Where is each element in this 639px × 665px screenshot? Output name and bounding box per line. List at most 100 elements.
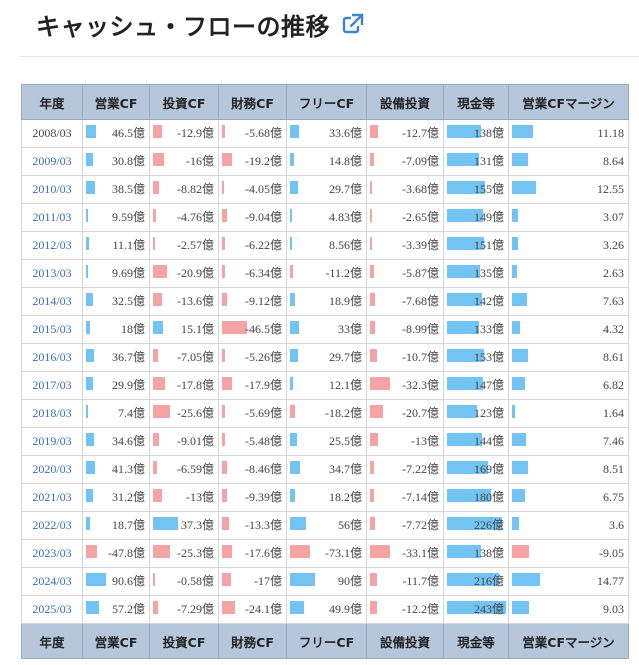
cell-cash: 147億 xyxy=(443,371,509,400)
cell-value: 133億 xyxy=(473,322,504,336)
cell-value: 34.7億 xyxy=(328,462,362,476)
cell-value: 33.6億 xyxy=(328,126,362,140)
cell-investing-cf: -7.05億 xyxy=(149,343,219,372)
table-row: 2021/03 31.2億 -13億 -9.39億 18.2億 -7.14億 180億 6.7… xyxy=(21,483,629,512)
cell-value: -2.57億 xyxy=(177,238,214,252)
cell-cash: 155億 xyxy=(443,175,509,204)
cell-investing-cf: 37.3億 xyxy=(149,511,219,540)
cell-free-cf: 14.8億 xyxy=(286,147,367,176)
cell-operating-cf: 36.7億 xyxy=(82,343,150,372)
footer-cash: 現金等 xyxy=(443,623,509,659)
cell-capex: -13億 xyxy=(366,427,444,456)
cell-year[interactable]: 2011/03 xyxy=(21,203,83,232)
cell-value: -6.59億 xyxy=(177,462,214,476)
cell-cash: 243億 xyxy=(443,595,509,624)
cell-year[interactable]: 2010/03 xyxy=(21,175,83,204)
value-bar xyxy=(370,601,378,614)
cell-financing-cf: -17億 xyxy=(218,567,287,596)
cell-year[interactable]: 2022/03 xyxy=(21,511,83,540)
cell-value: -25.3億 xyxy=(177,546,214,560)
cell-free-cf: 49.9億 xyxy=(286,595,367,624)
value-bar xyxy=(222,209,227,222)
cell-value: 180億 xyxy=(473,490,504,504)
value-bar xyxy=(447,125,481,138)
cell-value: -8.46億 xyxy=(245,462,282,476)
value-bar xyxy=(290,545,311,558)
cell-capex: -11.7億 xyxy=(366,567,444,596)
value-bar xyxy=(153,349,158,362)
value-bar xyxy=(290,321,300,334)
value-bar xyxy=(370,377,390,390)
value-bar xyxy=(153,125,162,138)
cell-value: 138億 xyxy=(473,546,504,560)
cell-value: -7.09億 xyxy=(402,154,439,168)
cell-investing-cf: -7.29億 xyxy=(149,595,219,624)
cell-value: 12.1億 xyxy=(328,378,362,392)
cell-operating-cf: 57.2億 xyxy=(82,595,150,624)
cell-year[interactable]: 2012/03 xyxy=(21,231,83,260)
cell-cash: 180億 xyxy=(443,483,509,512)
cell-value: 18億 xyxy=(120,322,145,336)
cell-value: -9.04億 xyxy=(245,210,282,224)
header-year: 年度 xyxy=(21,84,83,120)
value-bar xyxy=(86,293,94,306)
cell-financing-cf: -4.05億 xyxy=(218,175,287,204)
cell-operating-cf: 18.7億 xyxy=(82,511,150,540)
value-bar xyxy=(370,125,378,138)
value-bar xyxy=(222,265,226,278)
value-bar xyxy=(512,321,521,334)
cell-value: 155億 xyxy=(473,182,504,196)
cell-value: 2.63 xyxy=(603,266,624,280)
cell-year[interactable]: 2023/03 xyxy=(21,539,83,568)
cell-year[interactable]: 2014/03 xyxy=(21,287,83,316)
external-link-icon[interactable] xyxy=(342,13,364,35)
cell-year[interactable]: 2017/03 xyxy=(21,371,83,400)
value-bar xyxy=(222,461,227,474)
value-bar xyxy=(222,517,230,530)
cell-value: -6.22億 xyxy=(245,238,282,252)
value-bar xyxy=(290,265,294,278)
cell-value: -7.14億 xyxy=(402,490,439,504)
value-bar xyxy=(447,517,502,530)
footer-year: 年度 xyxy=(21,623,83,659)
cell-year[interactable]: 2013/03 xyxy=(21,259,83,288)
cell-investing-cf: -6.59億 xyxy=(149,455,219,484)
value-bar xyxy=(222,545,232,558)
table-body: 2008/03 46.5億 -12.9億 -5.68億 33.6億 -12.7億 138億 1… xyxy=(21,119,629,624)
cell-value: -5.69億 xyxy=(245,406,282,420)
table-header: 年度 営業CF 投資CF 財務CF フリーCF 設備投資 現金等 営業CFマージン xyxy=(21,84,629,120)
value-bar xyxy=(86,181,95,194)
value-bar xyxy=(447,181,485,194)
cell-year[interactable]: 2018/03 xyxy=(21,399,83,428)
value-bar xyxy=(370,405,383,418)
cell-investing-cf: -0.58億 xyxy=(149,567,219,596)
cell-operating-cf-margin: 7.63 xyxy=(508,287,629,316)
cell-operating-cf-margin: 3.26 xyxy=(508,231,629,260)
cell-value: 151億 xyxy=(473,238,504,252)
cell-cash: 142億 xyxy=(443,287,509,316)
value-bar xyxy=(370,181,373,194)
table-row: 2013/03 9.69億 -20.9億 -6.34億 -11.2億 -5.87億 135億… xyxy=(21,259,629,288)
value-bar xyxy=(153,573,155,586)
cell-operating-cf: 46.5億 xyxy=(82,119,150,148)
cell-year[interactable]: 2015/03 xyxy=(21,315,83,344)
cell-free-cf: 29.7億 xyxy=(286,175,367,204)
cell-financing-cf: -9.12億 xyxy=(218,287,287,316)
cell-year[interactable]: 2019/03 xyxy=(21,427,83,456)
cell-year[interactable]: 2016/03 xyxy=(21,343,83,372)
table-row: 2023/03 -47.8億 -25.3億 -17.6億 -73.1億 -33.1億 138… xyxy=(21,539,629,568)
cell-operating-cf: 11.1億 xyxy=(82,231,150,260)
cell-operating-cf: 9.59億 xyxy=(82,203,150,232)
cell-year[interactable]: 2021/03 xyxy=(21,483,83,512)
cell-value: 90億 xyxy=(337,574,362,588)
value-bar xyxy=(86,209,89,222)
cell-year[interactable]: 2009/03 xyxy=(21,147,83,176)
cell-year[interactable]: 2020/03 xyxy=(21,455,83,484)
cell-year[interactable]: 2024/03 xyxy=(21,567,83,596)
cell-investing-cf: -12.9億 xyxy=(149,119,219,148)
value-bar xyxy=(512,601,530,614)
value-bar xyxy=(447,489,491,502)
cell-value: 90.6億 xyxy=(111,574,145,588)
cell-value: 9.03 xyxy=(603,602,624,616)
cell-year[interactable]: 2025/03 xyxy=(21,595,83,624)
